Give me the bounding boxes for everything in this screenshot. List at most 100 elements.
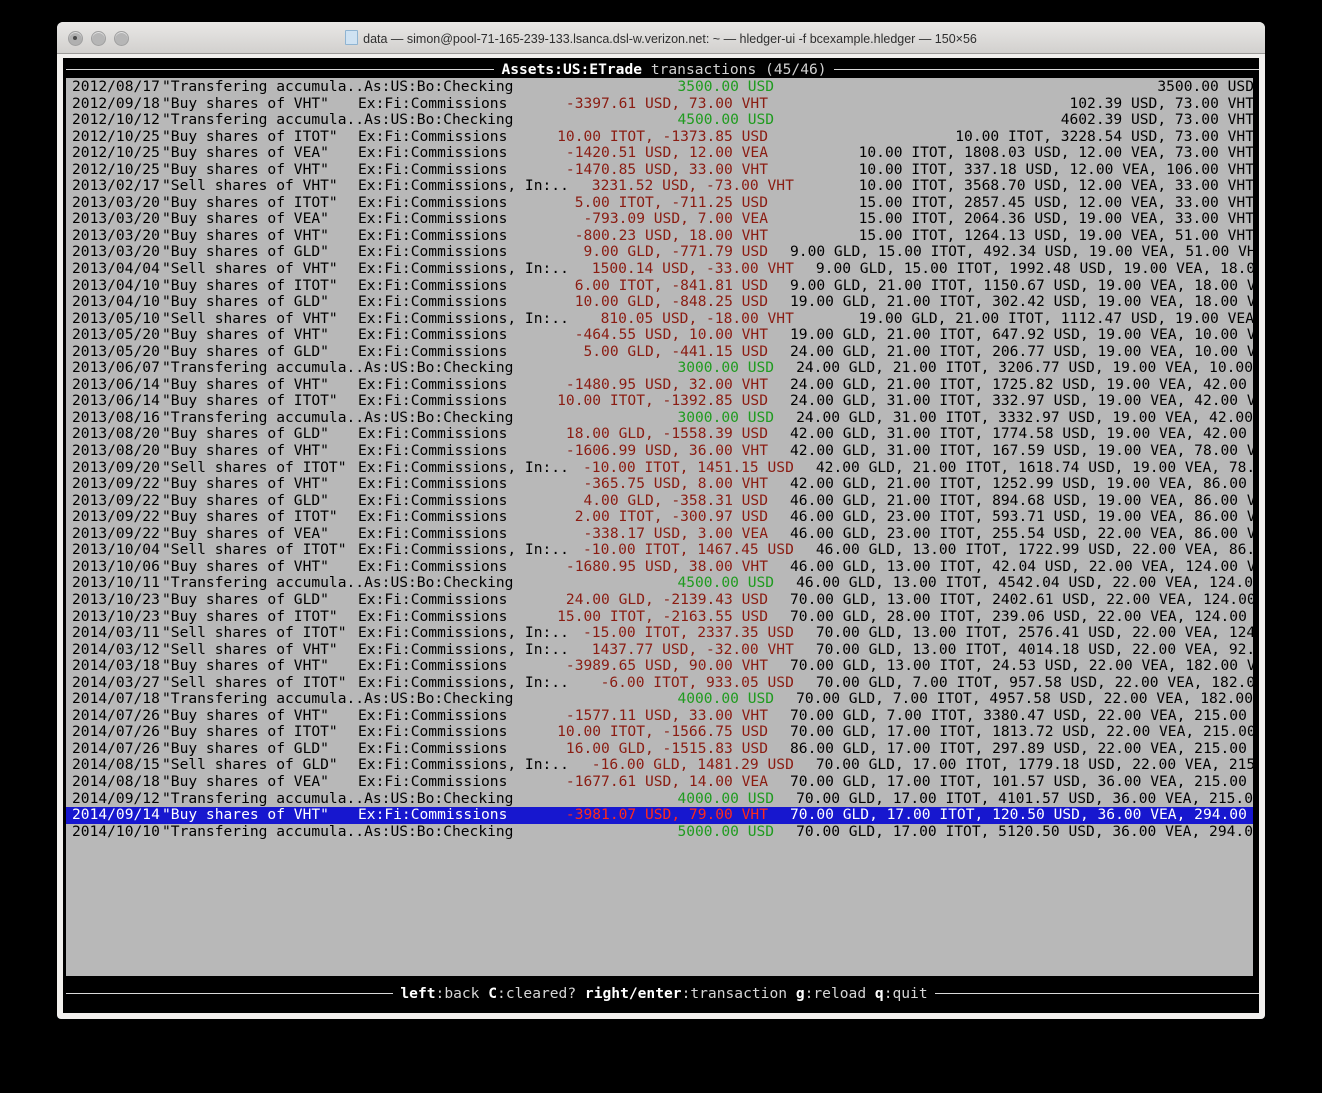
table-row[interactable]: 2013/04/10 "Buy shares of GLD" Ex:Fi:Commi… bbox=[66, 294, 1259, 311]
row-cell-date: 2012/10/25 bbox=[72, 160, 160, 178]
row-cell-acct: As:US:Bo:Checking bbox=[364, 408, 514, 426]
row-cell-amt: -3397.61 USD, 73.00 VHT bbox=[565, 94, 768, 112]
table-row[interactable]: 2012/10/25 "Buy shares of VEA" Ex:Fi:Commi… bbox=[66, 145, 1259, 162]
table-row[interactable]: 2013/08/16 "Transfering accumula.. As:US:B… bbox=[66, 408, 1259, 427]
table-row[interactable]: 2014/10/10 "Transfering accumula.. As:US:B… bbox=[66, 822, 1259, 841]
row-cell-bal: 70.00 GLD, 7.00 ITOT, 3380.47 USD, 22.00… bbox=[790, 706, 1259, 724]
row-cell-date: 2014/10/10 bbox=[72, 822, 160, 840]
row-cell-desc: "Buy shares of VEA" bbox=[162, 772, 329, 790]
table-row[interactable]: 2013/06/14 "Buy shares of ITOT" Ex:Fi:Comm… bbox=[66, 393, 1259, 410]
row-cell-amt: -10.00 ITOT, 1451.15 USD bbox=[583, 458, 794, 476]
table-row[interactable]: 2014/07/26 "Buy shares of ITOT" Ex:Fi:Comm… bbox=[66, 724, 1259, 741]
row-cell-bal: 70.00 GLD, 13.00 ITOT, 4014.18 USD, 22.0… bbox=[815, 640, 1259, 658]
table-row[interactable]: 2013/09/22 "Buy shares of VHT" Ex:Fi:Commi… bbox=[66, 476, 1259, 493]
table-row[interactable]: 2013/04/04 "Sell shares of VHT" Ex:Fi:Comm… bbox=[66, 260, 1259, 278]
table-row[interactable]: 2012/10/25 "Buy shares of VHT" Ex:Fi:Commi… bbox=[66, 160, 1259, 179]
row-cell-bal: 24.00 GLD, 21.00 ITOT, 1725.82 USD, 19.0… bbox=[790, 375, 1259, 393]
row-cell-acct: Ex:Fi:Commissions bbox=[358, 193, 508, 211]
row-cell-date: 2013/03/20 bbox=[72, 243, 160, 261]
table-row[interactable]: 2013/09/22 "Buy shares of ITOT" Ex:Fi:Comm… bbox=[66, 509, 1259, 526]
table-row[interactable]: 2013/09/22 "Buy shares of GLD" Ex:Fi:Commi… bbox=[66, 491, 1259, 510]
table-row[interactable]: 2014/03/12 "Sell shares of VHT" Ex:Fi:Comm… bbox=[66, 640, 1259, 659]
table-row[interactable]: 2013/06/07 "Transfering accumula.. As:US:B… bbox=[66, 360, 1259, 377]
row-cell-date: 2013/06/14 bbox=[72, 375, 160, 393]
terminal-right-gutter bbox=[1253, 78, 1259, 976]
table-row[interactable]: 2012/10/25 "Buy shares of ITOT" Ex:Fi:Comm… bbox=[66, 128, 1259, 146]
table-row[interactable]: 2013/03/20 "Buy shares of ITOT" Ex:Fi:Comm… bbox=[66, 193, 1259, 212]
row-cell-acct: Ex:Fi:Commissions bbox=[358, 342, 508, 360]
status-key: left bbox=[400, 984, 436, 1002]
table-row[interactable]: 2014/03/11 "Sell shares of ITOT" Ex:Fi:Com… bbox=[66, 624, 1259, 642]
table-row[interactable]: 2013/09/22 "Buy shares of VEA" Ex:Fi:Commi… bbox=[66, 524, 1259, 543]
table-row[interactable]: 2014/03/27 "Sell shares of ITOT" Ex:Fi:Com… bbox=[66, 673, 1259, 692]
table-row[interactable]: 2014/03/18 "Buy shares of VHT" Ex:Fi:Commi… bbox=[66, 658, 1259, 675]
table-row[interactable]: 2012/09/18 "Buy shares of VHT" Ex:Fi:Commi… bbox=[66, 94, 1259, 113]
table-row[interactable]: 2013/09/20 "Sell shares of ITOT" Ex:Fi:Com… bbox=[66, 458, 1259, 477]
minimize-button[interactable] bbox=[91, 31, 106, 46]
pane-header: Assets:US:ETrade transactions (45/46) bbox=[66, 61, 1259, 78]
table-row[interactable]: 2014/09/12 "Transfering accumula.. As:US:B… bbox=[66, 789, 1259, 808]
table-row[interactable]: 2014/07/26 "Buy shares of GLD" Ex:Fi:Commi… bbox=[66, 739, 1259, 758]
table-row[interactable]: 2014/08/18 "Buy shares of VEA" Ex:Fi:Commi… bbox=[66, 772, 1259, 791]
table-row[interactable]: 2013/10/23 "Buy shares of ITOT" Ex:Fi:Comm… bbox=[66, 608, 1259, 626]
table-row[interactable]: 2013/08/20 "Buy shares of GLD" Ex:Fi:Commi… bbox=[66, 426, 1259, 443]
row-cell-desc: "Transfering accumula.. bbox=[162, 690, 365, 708]
traffic-lights[interactable] bbox=[68, 31, 129, 46]
table-row[interactable]: 2013/06/14 "Buy shares of VHT" Ex:Fi:Commi… bbox=[66, 375, 1259, 394]
row-cell-date: 2014/03/27 bbox=[72, 673, 160, 691]
table-row[interactable]: 2013/05/20 "Buy shares of GLD" Ex:Fi:Commi… bbox=[66, 342, 1259, 361]
row-cell-acct: Ex:Fi:Commissions bbox=[358, 739, 508, 757]
row-cell-bal: 70.00 GLD, 17.00 ITOT, 4101.57 USD, 36.0… bbox=[796, 789, 1259, 807]
row-cell-bal: 24.00 GLD, 31.00 ITOT, 332.97 USD, 19.00… bbox=[790, 392, 1259, 410]
table-row[interactable]: 2014/08/15 "Sell shares of GLD" Ex:Fi:Comm… bbox=[66, 757, 1259, 774]
row-cell-acct: Ex:Fi:Commissions bbox=[358, 442, 508, 460]
row-cell-amt: -1680.95 USD, 38.00 VHT bbox=[565, 557, 768, 575]
row-cell-amt: 1437.77 USD, -32.00 VHT bbox=[591, 640, 794, 658]
row-cell-bal: 9.00 GLD, 15.00 ITOT, 492.34 USD, 19.00 … bbox=[790, 243, 1259, 261]
row-cell-date: 2012/10/12 bbox=[72, 111, 160, 129]
table-row[interactable]: 2013/10/04 "Sell shares of ITOT" Ex:Fi:Com… bbox=[66, 542, 1259, 559]
row-cell-acct: Ex:Fi:Commissions bbox=[358, 226, 508, 244]
status-key: g bbox=[795, 984, 805, 1002]
row-cell-acct: Ex:Fi:Commissions, In:.. bbox=[358, 673, 569, 691]
table-row[interactable]: 2012/08/17 "Transfering accumula.. As:US:B… bbox=[66, 78, 1259, 96]
row-cell-acct: Ex:Fi:Commissions bbox=[358, 657, 508, 675]
table-row[interactable]: 2014/07/26 "Buy shares of VHT" Ex:Fi:Commi… bbox=[66, 706, 1259, 725]
row-cell-bal: 24.00 GLD, 21.00 ITOT, 3206.77 USD, 19.0… bbox=[796, 359, 1259, 377]
row-cell-desc: "Buy shares of ITOT" bbox=[162, 193, 338, 211]
table-row[interactable]: 2013/03/20 "Buy shares of VHT" Ex:Fi:Commi… bbox=[66, 226, 1259, 245]
row-cell-desc: "Buy shares of VEA" bbox=[162, 144, 329, 162]
row-cell-bal: 70.00 GLD, 7.00 ITOT, 957.58 USD, 22.00 … bbox=[815, 673, 1259, 691]
table-row[interactable]: 2013/03/20 "Buy shares of GLD" Ex:Fi:Commi… bbox=[66, 244, 1259, 261]
table-row[interactable]: 2013/03/20 "Buy shares of VEA" Ex:Fi:Commi… bbox=[66, 211, 1259, 228]
table-row[interactable]: 2013/05/10 "Sell shares of VHT" Ex:Fi:Comm… bbox=[66, 309, 1259, 328]
window-titlebar[interactable]: data — simon@pool-71-165-239-133.lsanca.… bbox=[57, 22, 1265, 54]
table-row[interactable]: 2013/10/11 "Transfering accumula.. As:US:B… bbox=[66, 575, 1259, 592]
row-cell-acct: Ex:Fi:Commissions bbox=[358, 508, 508, 526]
row-cell-date: 2013/09/22 bbox=[72, 524, 160, 542]
row-cell-desc: "Buy shares of VHT" bbox=[162, 94, 329, 112]
transactions-list[interactable]: 2012/08/17 "Transfering accumula.. As:US:B… bbox=[66, 78, 1259, 976]
row-cell-amt: 5000.00 USD bbox=[677, 822, 775, 840]
row-cell-bal: 19.00 GLD, 21.00 ITOT, 1112.47 USD, 19.0… bbox=[858, 309, 1254, 327]
table-row[interactable]: 2013/04/10 "Buy shares of ITOT" Ex:Fi:Comm… bbox=[66, 276, 1259, 295]
zoom-button[interactable] bbox=[114, 31, 129, 46]
row-cell-desc: "Sell shares of VHT" bbox=[162, 260, 338, 278]
row-cell-bal: 19.00 GLD, 21.00 ITOT, 647.92 USD, 19.00… bbox=[790, 326, 1259, 344]
row-cell-acct: Ex:Fi:Commissions bbox=[358, 491, 508, 509]
table-row[interactable]: 2013/05/20 "Buy shares of VHT" Ex:Fi:Commi… bbox=[66, 327, 1259, 344]
table-row[interactable]: 2013/02/17 "Sell shares of VHT" Ex:Fi:Comm… bbox=[66, 178, 1259, 195]
table-row[interactable]: 2014/07/18 "Transfering accumula.. As:US:B… bbox=[66, 691, 1259, 708]
terminal-surface[interactable]: Assets:US:ETrade transactions (45/46) 20… bbox=[63, 58, 1259, 1013]
row-cell-acct: Ex:Fi:Commissions bbox=[358, 276, 508, 294]
table-row[interactable]: 2013/10/23 "Buy shares of GLD" Ex:Fi:Commi… bbox=[66, 591, 1259, 609]
row-cell-date: 2013/10/06 bbox=[72, 557, 160, 575]
row-cell-desc: "Sell shares of ITOT" bbox=[162, 624, 347, 642]
table-row[interactable]: 2014/09/14 "Buy shares of VHT" Ex:Fi:Commi… bbox=[66, 807, 1259, 824]
table-row[interactable]: 2012/10/12 "Transfering accumula.. As:US:B… bbox=[66, 112, 1259, 129]
row-cell-desc: "Transfering accumula.. bbox=[162, 78, 365, 95]
close-button[interactable] bbox=[68, 31, 83, 46]
table-row[interactable]: 2013/08/20 "Buy shares of VHT" Ex:Fi:Commi… bbox=[66, 442, 1259, 460]
table-row[interactable]: 2013/10/06 "Buy shares of VHT" Ex:Fi:Commi… bbox=[66, 557, 1259, 576]
row-cell-acct: Ex:Fi:Commissions bbox=[358, 243, 508, 261]
